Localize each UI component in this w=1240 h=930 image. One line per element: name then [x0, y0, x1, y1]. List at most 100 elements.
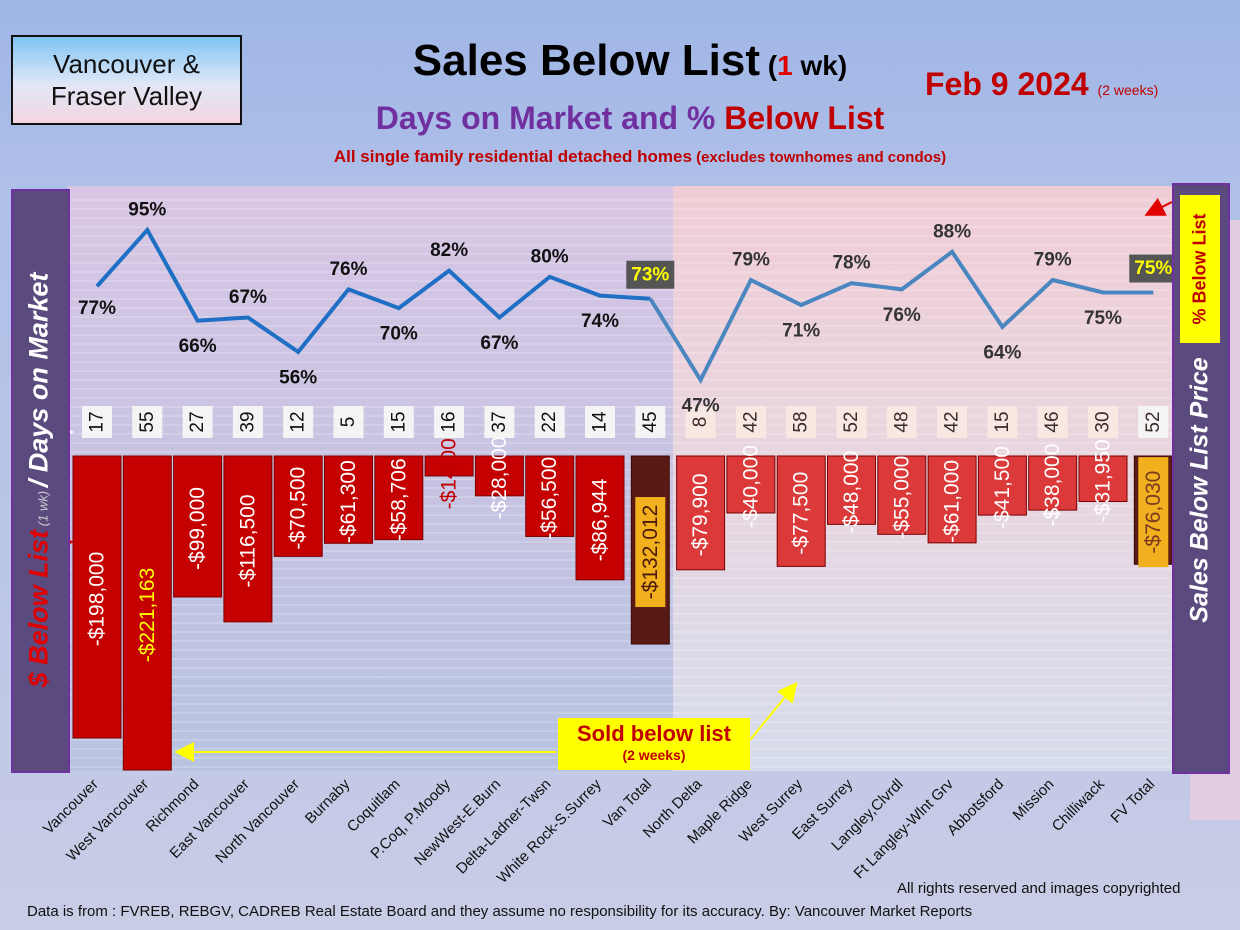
bar-label-14: -$77,500 [790, 472, 813, 555]
region-line-1: Vancouver & [53, 49, 200, 79]
bar-label-17: -$61,000 [941, 460, 964, 543]
bar-15 [827, 455, 876, 525]
pct-label-16: 76% [883, 305, 921, 326]
bar-series: -$198,000 -$221,163 -$99,000 -$116,500 -$70,… [72, 427, 1173, 771]
dom-label-16: 48 [891, 411, 912, 432]
bar-4 [273, 455, 323, 557]
dom-box-0 [82, 406, 112, 438]
dom-label-19: 46 [1042, 411, 1063, 432]
pct-total-bg-11 [626, 260, 675, 289]
arrow-to-fv [749, 681, 798, 741]
dom-label-14: 58 [791, 411, 812, 432]
bar-10 [575, 455, 625, 581]
bar-18 [977, 455, 1027, 516]
dom-label-0: 17 [87, 411, 108, 432]
pct-label-10: 74% [581, 311, 619, 332]
bar-16 [877, 455, 927, 535]
sold-below-list-callout: Sold below list (2 weeks) [558, 718, 750, 770]
dom-label-9: 22 [539, 411, 560, 432]
pct-label-1: 95% [128, 200, 166, 221]
pct-label-8: 67% [480, 333, 518, 354]
days-on-market-labels: 17 55 27 39 12 5 15 16 37 22 14 45 8 42 58 52 48 42 15 46 30… [82, 406, 1169, 438]
bar-label-3: -$116,500 [236, 494, 259, 587]
dom-box-11 [635, 406, 666, 438]
bar-label-18: -$41,500 [991, 446, 1014, 529]
pct-label-20: 75% [1084, 308, 1122, 329]
dom-label-6: 15 [388, 411, 409, 432]
dom-box-4 [283, 406, 314, 438]
dom-box-6 [383, 406, 414, 438]
pct-label-15: 78% [832, 253, 870, 274]
pct-label-11: 73% [631, 264, 669, 285]
pct-label-14: 71% [782, 321, 820, 342]
dom-box-18 [987, 406, 1018, 438]
arrow-to-pct-legend [1144, 197, 1173, 216]
bar-label-7: -$14,000 [438, 427, 461, 510]
dom-box-16 [886, 406, 917, 438]
dom-label-1: 55 [137, 411, 158, 432]
category-label-9: Delta-Ladner-Twsn [453, 776, 555, 878]
pct-label-5: 76% [329, 259, 367, 280]
right-axis-label: Sales Below List Price [1185, 357, 1214, 623]
dom-box-10 [585, 406, 615, 438]
bar-label-16: -$55,000 [890, 456, 913, 539]
pct-label-9: 80% [531, 246, 569, 267]
bar-label-13: -$40,000 [739, 445, 762, 528]
bar-7 [424, 455, 474, 477]
category-label-5: Burnaby [302, 775, 354, 827]
bar-8 [474, 455, 524, 497]
pct-label-13: 79% [732, 250, 770, 271]
pct-label-12: 47% [682, 396, 720, 417]
left-axis-panel [11, 189, 70, 773]
bar-label-0: -$198,000 [86, 552, 109, 647]
dom-box-9 [534, 406, 565, 438]
dom-box-2 [182, 406, 213, 438]
bar-17 [927, 455, 977, 544]
bar-12 [676, 455, 726, 571]
pct-label-4: 56% [279, 367, 317, 388]
dom-box-20 [1088, 406, 1118, 438]
pct-label-19: 79% [1034, 250, 1072, 271]
dom-label-17: 42 [942, 411, 963, 432]
total-label-bg-11 [635, 497, 666, 608]
pct-label-2: 66% [179, 336, 217, 357]
dom-label-15: 52 [841, 411, 862, 432]
dom-box-8 [484, 406, 515, 438]
pct-label-6: 70% [380, 324, 418, 345]
category-label-17: Ft Langley-Wlnt Grv [851, 775, 958, 882]
category-label-19: Mission [1010, 776, 1058, 824]
bar-2 [173, 455, 223, 598]
bar-label-12: -$79,900 [689, 473, 712, 556]
bar-label-5: -$61,300 [337, 460, 360, 543]
bar-13 [726, 455, 776, 514]
category-label-21: FV Total [1107, 776, 1158, 827]
chart-subtitle: Days on Market and % Below List [375, 100, 885, 136]
left-axis-label: $ Below List (1 wk) / Days on Market [23, 272, 54, 688]
chart-title: Sales Below List (1 wk) [412, 36, 848, 85]
dom-label-18: 15 [992, 411, 1013, 432]
bar-14 [776, 455, 826, 567]
dom-box-21 [1138, 406, 1169, 438]
bar-label-9: -$56,500 [538, 457, 561, 540]
report-date: Feb 9 2024 (2 weeks) [925, 66, 1159, 102]
bar-0 [72, 455, 122, 739]
dom-label-20: 30 [1093, 411, 1114, 432]
pct-label-7: 82% [430, 240, 468, 261]
dom-label-7: 16 [439, 411, 460, 432]
dom-box-17 [937, 406, 968, 438]
dom-box-1 [132, 406, 163, 438]
dom-box-5 [333, 406, 364, 438]
bar-label-6: -$58,706 [387, 458, 410, 541]
dom-box-14 [786, 406, 817, 438]
bar-label-11: -$132,012 [639, 505, 662, 600]
pct-total-bg-21 [1129, 254, 1178, 283]
bar-label-2: -$99,000 [186, 487, 209, 570]
bar-6 [374, 455, 424, 541]
category-label-8: NewWest-E.Burn [411, 776, 504, 869]
region-line-2: Fraser Valley [50, 81, 203, 111]
copyright-text: All rights reserved and images copyright… [897, 880, 1181, 897]
dom-box-12 [685, 406, 716, 438]
percent-line-series [95, 226, 1154, 385]
